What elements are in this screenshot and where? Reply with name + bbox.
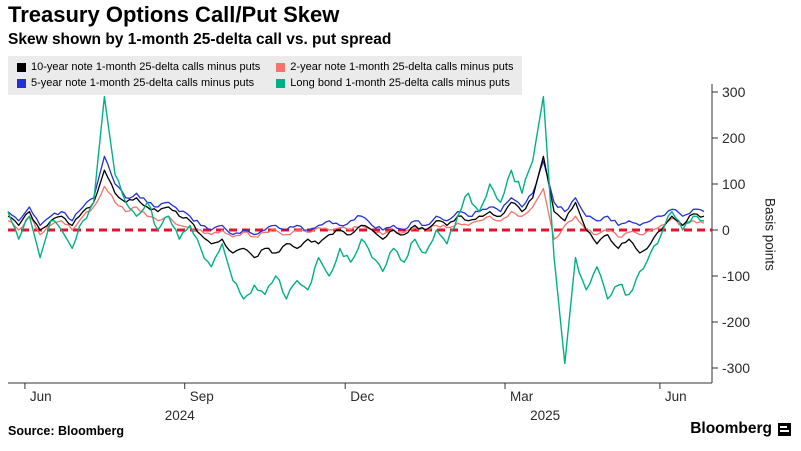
legend: 10-year note 1-month 25-delta calls minu… (8, 56, 523, 95)
legend-item-5-year: 5-year note 1-month 25-delta calls minus… (17, 77, 260, 90)
page-title: Treasury Options Call/Put Skew (8, 2, 340, 27)
y-tick-label: -100 (722, 268, 750, 284)
y-tick-label: 200 (722, 130, 746, 146)
bloomberg-wordmark: Bloomberg (690, 420, 772, 437)
legend-swatch-2-year (276, 63, 286, 72)
legend-swatch-5-year (17, 79, 26, 88)
series-line-3 (7, 95, 705, 365)
legend-swatch-10-year (17, 63, 26, 72)
source-note: Source: Bloomberg (8, 424, 124, 438)
x-tick-label: Jun (665, 389, 687, 404)
year-label: 2024 (165, 408, 196, 423)
x-tick-label: Mar (510, 389, 534, 404)
chart-subtitle: Skew shown by 1-month 25-delta call vs. … (8, 31, 392, 48)
x-tick-label: Dec (350, 389, 374, 404)
year-label: 2025 (530, 408, 560, 423)
legend-label: 10-year note 1-month 25-delta calls minu… (31, 61, 261, 73)
x-tick-label: Sep (190, 389, 214, 404)
legend-label: Long bond 1-month 25-delta calls minus p… (290, 77, 510, 89)
y-tick-label: -300 (722, 360, 750, 376)
legend-item-10-year: 10-year note 1-month 25-delta calls minu… (17, 61, 260, 74)
series-line-0 (7, 155, 705, 259)
y-tick-label: 0 (722, 222, 730, 238)
legend-label: 2-year note 1-month 25-delta calls minus… (290, 61, 514, 73)
series-line-1 (7, 185, 705, 240)
y-axis-title: Basis points (762, 197, 778, 271)
legend-label: 5-year note 1-month 25-delta calls minus… (31, 77, 255, 89)
y-tick-label: 300 (722, 84, 746, 100)
series-line-2 (7, 155, 705, 236)
bloomberg-logo-icon (778, 422, 791, 436)
bloomberg-brand: Bloomberg (690, 420, 791, 438)
legend-item-long-bond: Long bond 1-month 25-delta calls minus p… (276, 77, 513, 90)
x-tick-label: Jun (30, 389, 52, 404)
y-tick-label: -200 (722, 314, 750, 330)
legend-item-2-year: 2-year note 1-month 25-delta calls minus… (276, 61, 513, 74)
legend-swatch-long-bond (276, 79, 286, 88)
y-tick-label: 100 (722, 176, 746, 192)
